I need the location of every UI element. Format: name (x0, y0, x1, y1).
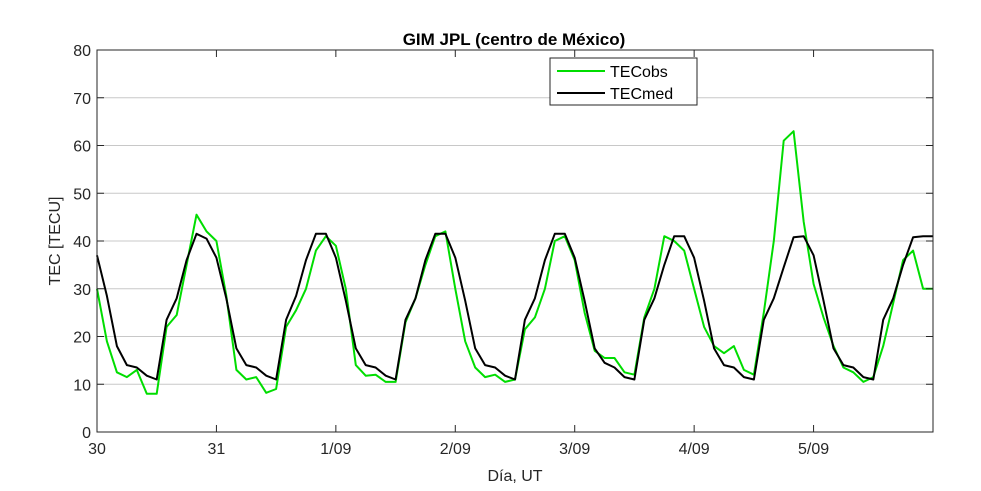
y-tick-label: 70 (73, 91, 91, 108)
y-tick-label: 60 (73, 139, 91, 156)
y-tick-label: 30 (73, 282, 91, 299)
legend: TECobs TECmed (549, 57, 698, 106)
y-axis-label: TEC [TECU] (47, 197, 64, 286)
y-tick-label: 80 (73, 43, 91, 60)
y-tick-label: 50 (73, 186, 91, 203)
legend-box (549, 57, 698, 106)
y-tick-label: 40 (73, 234, 91, 251)
series-group (96, 130, 933, 395)
y-tick-label: 0 (82, 425, 91, 442)
chart-title: GIM JPL (centro de México) (403, 30, 626, 49)
x-tick-label: 30 (88, 441, 106, 458)
y-tick-label: 10 (73, 377, 91, 394)
x-axis: 30 31 1/09 2/09 3/09 4/09 5/09 (88, 50, 829, 458)
x-tick-label: 4/09 (679, 441, 710, 458)
legend-label-tecobs: TECobs (610, 64, 668, 81)
y-axis: 0 10 20 30 40 50 60 70 80 (73, 43, 933, 442)
grid-lines (97, 97, 933, 385)
series-line-tecmed (96, 232, 933, 381)
legend-label-tecmed: TECmed (610, 86, 673, 103)
x-tick-label: 1/09 (320, 441, 351, 458)
x-tick-label: 31 (208, 441, 226, 458)
x-tick-label: 5/09 (798, 441, 829, 458)
y-tick-label: 20 (73, 330, 91, 347)
x-tick-label: 2/09 (440, 441, 471, 458)
x-tick-label: 3/09 (559, 441, 590, 458)
x-axis-label: Día, UT (487, 468, 542, 485)
